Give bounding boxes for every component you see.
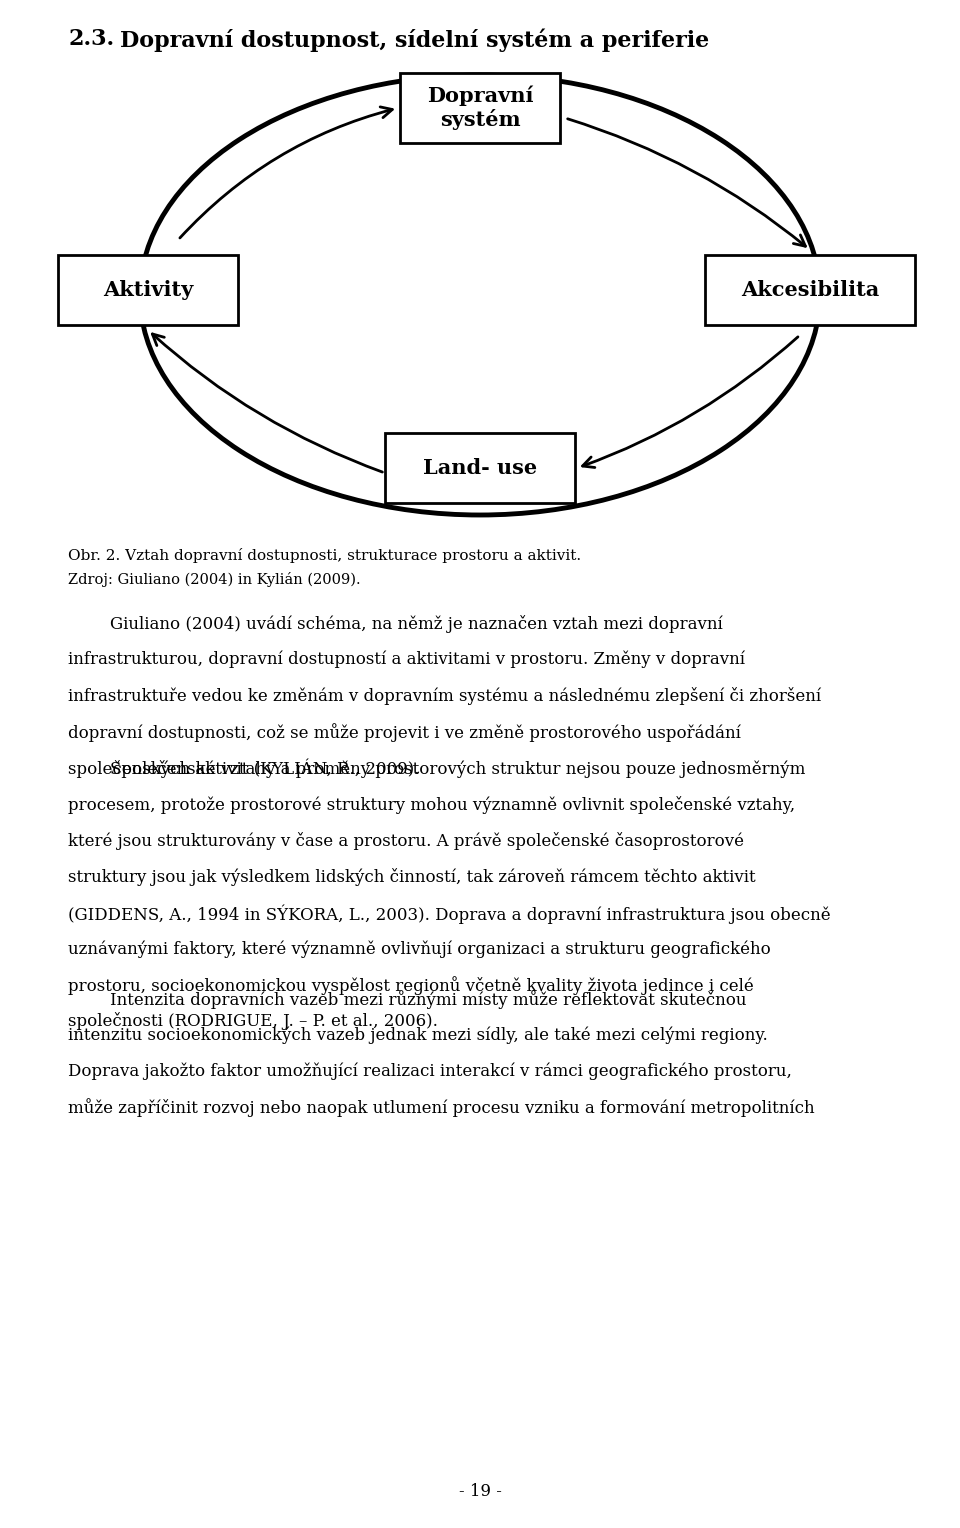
Text: Společenské vztahy a proměny prostorových struktur nejsou pouze jednosměrným: Společenské vztahy a proměny prostorovýc… bbox=[68, 759, 805, 778]
Text: Giuliano (2004) uvádí schéma, na němž je naznačen vztah mezi dopravní: Giuliano (2004) uvádí schéma, na němž je… bbox=[68, 614, 723, 633]
Text: (GIDDENS, A., 1994 in SÝKORA, L., 2003). Doprava a dopravní infrastruktura jsou : (GIDDENS, A., 1994 in SÝKORA, L., 2003).… bbox=[68, 905, 830, 923]
Text: Aktivity: Aktivity bbox=[103, 280, 193, 299]
Text: Akcesibilita: Akcesibilita bbox=[741, 280, 879, 299]
Text: Zdroj: Giuliano (2004) in Kylián (2009).: Zdroj: Giuliano (2004) in Kylián (2009). bbox=[68, 571, 361, 587]
Text: infrastruktuře vedou ke změnám v dopravním systému a následnému zlepšení či zhor: infrastruktuře vedou ke změnám v dopravn… bbox=[68, 688, 821, 704]
Text: Intenzita dopravních vazeb mezi různými místy může reflektovat skutečnou: Intenzita dopravních vazeb mezi různými … bbox=[68, 990, 747, 1008]
FancyBboxPatch shape bbox=[705, 255, 915, 325]
Text: může zapříčinit rozvoj nebo naopak utlumení procesu vzniku a formování metropoli: může zapříčinit rozvoj nebo naopak utlum… bbox=[68, 1099, 815, 1117]
FancyBboxPatch shape bbox=[58, 255, 238, 325]
Text: struktury jsou jak výsledkem lidských činností, tak zároveň rámcem těchto aktivi: struktury jsou jak výsledkem lidských či… bbox=[68, 868, 756, 886]
FancyBboxPatch shape bbox=[400, 73, 560, 144]
Text: společnosti (RODRIGUE, J. – P. et al., 2006).: společnosti (RODRIGUE, J. – P. et al., 2… bbox=[68, 1012, 438, 1030]
Text: infrastrukturou, dopravní dostupností a aktivitami v prostoru. Změny v dopravní: infrastrukturou, dopravní dostupností a … bbox=[68, 651, 745, 669]
Text: prostoru, socioekonomickou vyspělost regionů včetně kvality života jedince i cel: prostoru, socioekonomickou vyspělost reg… bbox=[68, 976, 754, 995]
Text: společenských aktivit (KYLIÁN, R., 2009).: společenských aktivit (KYLIÁN, R., 2009)… bbox=[68, 759, 420, 778]
Text: 2.3.: 2.3. bbox=[68, 28, 114, 50]
FancyBboxPatch shape bbox=[385, 432, 575, 503]
Text: které jsou strukturovány v čase a prostoru. A právě společenské časoprostorové: které jsou strukturovány v čase a prosto… bbox=[68, 833, 744, 850]
Text: Dopravní
systém: Dopravní systém bbox=[427, 86, 533, 130]
Text: uznávanými faktory, které významně ovlivňují organizaci a strukturu geografickéh: uznávanými faktory, které významně ovliv… bbox=[68, 940, 771, 958]
Text: intenzitu socioekonomických vazeb jednak mezi sídly, ale také mezi celými region: intenzitu socioekonomických vazeb jednak… bbox=[68, 1025, 768, 1044]
Text: dopravní dostupnosti, což se může projevit i ve změně prostorového uspořádání: dopravní dostupnosti, což se může projev… bbox=[68, 723, 741, 743]
Text: Doprava jakožto faktor umožňující realizaci interakcí v rámci geografického pros: Doprava jakožto faktor umožňující realiz… bbox=[68, 1062, 792, 1079]
Text: - 19 -: - 19 - bbox=[459, 1484, 501, 1500]
Text: Dopravní dostupnost, sídelní systém a periferie: Dopravní dostupnost, sídelní systém a pe… bbox=[120, 28, 709, 52]
Text: procesem, protože prostorové struktury mohou významně ovlivnit společenské vztah: procesem, protože prostorové struktury m… bbox=[68, 796, 795, 814]
Text: Obr. 2. Vztah dopravní dostupnosti, strukturace prostoru a aktivit.: Obr. 2. Vztah dopravní dostupnosti, stru… bbox=[68, 549, 581, 562]
Text: Land- use: Land- use bbox=[423, 458, 537, 478]
